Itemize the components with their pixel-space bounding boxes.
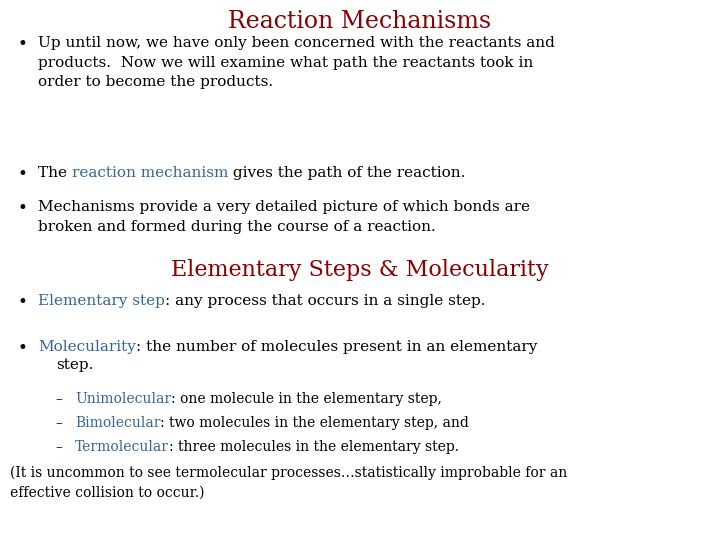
Text: (It is uncommon to see termolecular processes…statistically improbable for an
ef: (It is uncommon to see termolecular proc… <box>10 466 567 500</box>
Text: –: – <box>55 392 62 406</box>
Text: Elementary step: Elementary step <box>38 294 165 308</box>
Text: : one molecule in the elementary step,: : one molecule in the elementary step, <box>171 392 442 406</box>
Text: •: • <box>18 200 28 217</box>
Text: Up until now, we have only been concerned with the reactants and
products.  Now : Up until now, we have only been concerne… <box>38 36 555 89</box>
Text: : three molecules in the elementary step.: : three molecules in the elementary step… <box>169 440 459 454</box>
Text: Termolecular: Termolecular <box>75 440 169 454</box>
Text: step.: step. <box>56 358 94 372</box>
Text: Unimolecular: Unimolecular <box>75 392 171 406</box>
Text: Elementary Steps & Molecularity: Elementary Steps & Molecularity <box>171 259 549 281</box>
Text: –: – <box>55 416 62 430</box>
Text: Mechanisms provide a very detailed picture of which bonds are
broken and formed : Mechanisms provide a very detailed pictu… <box>38 200 530 233</box>
Text: Molecularity: Molecularity <box>38 340 136 354</box>
Text: Reaction Mechanisms: Reaction Mechanisms <box>228 10 492 33</box>
Text: Bimolecular: Bimolecular <box>75 416 161 430</box>
Text: –: – <box>55 440 62 454</box>
Text: •: • <box>18 294 28 311</box>
Text: : two molecules in the elementary step, and: : two molecules in the elementary step, … <box>161 416 469 430</box>
Text: gives the path of the reaction.: gives the path of the reaction. <box>228 166 466 180</box>
Text: The: The <box>38 166 72 180</box>
Text: : any process that occurs in a single step.: : any process that occurs in a single st… <box>165 294 485 308</box>
Text: •: • <box>18 166 28 183</box>
Text: : the number of molecules present in an elementary: : the number of molecules present in an … <box>136 340 537 354</box>
Text: •: • <box>18 36 28 53</box>
Text: reaction mechanism: reaction mechanism <box>72 166 228 180</box>
Text: •: • <box>18 340 28 357</box>
